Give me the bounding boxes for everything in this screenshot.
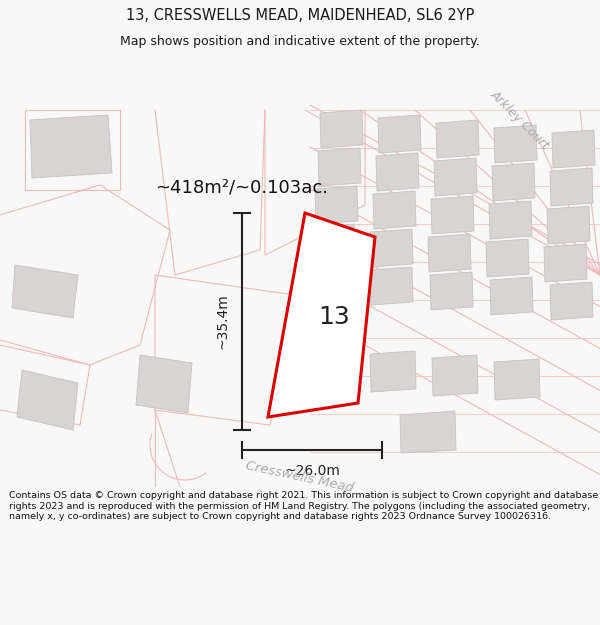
Text: Arkley Court: Arkley Court bbox=[488, 88, 552, 152]
Polygon shape bbox=[12, 265, 78, 318]
Polygon shape bbox=[318, 148, 361, 186]
Text: ~26.0m: ~26.0m bbox=[284, 464, 340, 478]
Polygon shape bbox=[494, 359, 540, 400]
Text: Cresswells Mead: Cresswells Mead bbox=[245, 459, 355, 495]
Polygon shape bbox=[492, 163, 535, 201]
Polygon shape bbox=[373, 191, 416, 229]
Polygon shape bbox=[315, 186, 358, 224]
Polygon shape bbox=[430, 272, 473, 310]
Polygon shape bbox=[544, 244, 587, 282]
Text: 13: 13 bbox=[319, 306, 350, 329]
Polygon shape bbox=[370, 229, 413, 267]
Polygon shape bbox=[320, 110, 363, 148]
Polygon shape bbox=[434, 158, 477, 196]
Polygon shape bbox=[432, 355, 478, 396]
Polygon shape bbox=[378, 115, 421, 153]
Text: ~35.4m: ~35.4m bbox=[216, 294, 230, 349]
Polygon shape bbox=[370, 351, 416, 392]
Polygon shape bbox=[268, 213, 375, 417]
Polygon shape bbox=[308, 347, 354, 388]
Text: Map shows position and indicative extent of the property.: Map shows position and indicative extent… bbox=[120, 35, 480, 48]
Polygon shape bbox=[490, 277, 533, 315]
Polygon shape bbox=[428, 234, 471, 272]
Polygon shape bbox=[436, 120, 479, 158]
Polygon shape bbox=[17, 370, 78, 430]
Polygon shape bbox=[312, 224, 355, 262]
Polygon shape bbox=[550, 282, 593, 320]
Polygon shape bbox=[400, 411, 456, 453]
Text: Contains OS data © Crown copyright and database right 2021. This information is : Contains OS data © Crown copyright and d… bbox=[9, 491, 598, 521]
Polygon shape bbox=[489, 201, 532, 239]
Polygon shape bbox=[30, 115, 112, 178]
Polygon shape bbox=[550, 168, 593, 206]
Polygon shape bbox=[431, 196, 474, 234]
Polygon shape bbox=[552, 130, 595, 168]
Polygon shape bbox=[370, 267, 413, 305]
Polygon shape bbox=[486, 239, 529, 277]
Text: 13, CRESSWELLS MEAD, MAIDENHEAD, SL6 2YP: 13, CRESSWELLS MEAD, MAIDENHEAD, SL6 2YP bbox=[126, 8, 474, 23]
Polygon shape bbox=[376, 153, 419, 191]
Text: ~418m²/~0.103ac.: ~418m²/~0.103ac. bbox=[155, 178, 328, 196]
Polygon shape bbox=[547, 206, 590, 244]
Polygon shape bbox=[136, 355, 192, 413]
Polygon shape bbox=[310, 262, 353, 300]
Polygon shape bbox=[494, 125, 537, 163]
